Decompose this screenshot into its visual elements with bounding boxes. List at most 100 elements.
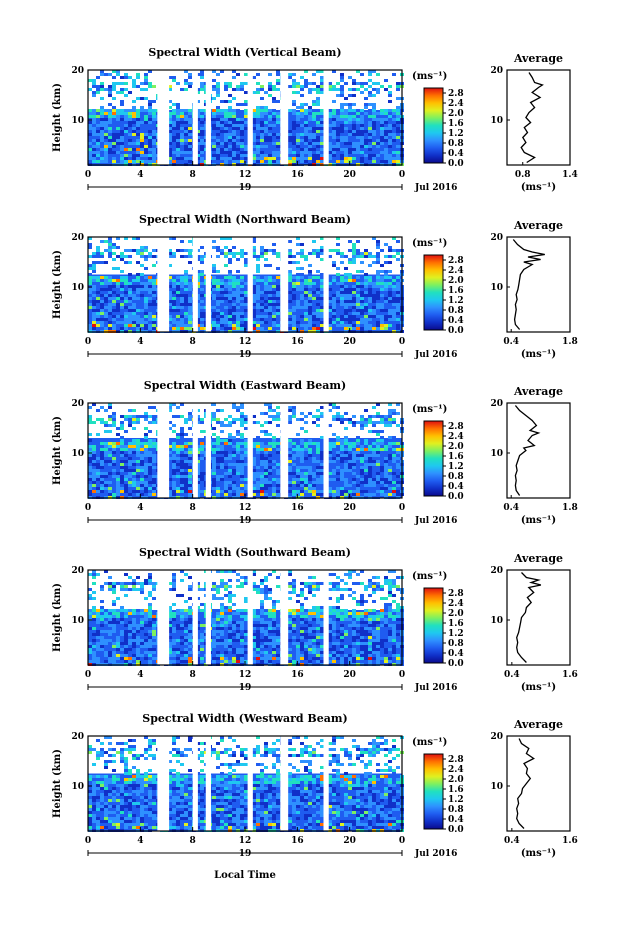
heatmap-cell [268,264,272,267]
heatmap-cell [216,321,220,324]
heatmap-cell [276,466,280,469]
heatmap-cell [200,448,204,451]
heatmap-cell [340,118,344,121]
heatmap-cell [300,481,304,484]
heatmap-cell [328,133,332,136]
heatmap-cell [224,139,228,142]
heatmap-cell [220,409,224,412]
heatmap-cell [300,124,304,127]
heatmap-cell [380,315,384,318]
heatmap-cell [340,91,344,94]
heatmap-cell [376,300,380,303]
heatmap-cell [172,303,176,306]
heatmap-cell [148,285,152,288]
heatmap-cell [312,109,316,112]
heatmap-cell [260,412,264,415]
heatmap-cell [188,109,192,112]
heatmap-cell [216,270,220,273]
heatmap-cell [380,139,384,142]
heatmap-cell [300,157,304,160]
heatmap-cell [396,288,400,291]
heatmap-cell [392,121,396,124]
heatmap-cell [304,312,308,315]
heatmap-cell [320,279,324,282]
heatmap-cell [228,481,232,484]
heatmap-cell [240,424,244,427]
heatmap-cell [220,493,224,496]
heatmap-cell [196,294,200,297]
heatmap-cell [172,415,176,418]
heatmap-cell [144,466,148,469]
average-unit: (ms⁻¹) [521,182,556,193]
heatmap-cell [232,291,236,294]
heatmap-cell [196,100,200,103]
heatmap-cell [216,106,220,109]
heatmap-cell [108,124,112,127]
heatmap-cell [136,457,140,460]
heatmap-cell [224,121,228,124]
heatmap-cell [372,130,376,133]
heatmap-cell [304,282,308,285]
heatmap-cell [320,318,324,321]
heatmap-cell [168,276,172,279]
heatmap-cell [120,478,124,481]
heatmap-cell [236,157,240,160]
heatmap-cell [272,327,276,330]
heatmap-cell [120,115,124,118]
heatmap-cell [328,282,332,285]
heatmap-cell [376,306,380,309]
heatmap-cell [104,424,108,427]
heatmap-cell [268,324,272,327]
heatmap-cell [236,258,240,261]
heatmap-cell [300,451,304,454]
heatmap-cell [124,151,128,154]
heatmap-cell [180,294,184,297]
heatmap-cell [244,151,248,154]
heatmap-cell [152,124,156,127]
heatmap-cell [120,91,124,94]
heatmap-cell [276,418,280,421]
heatmap-cell [124,300,128,303]
heatmap-cell [268,151,272,154]
heatmap-cell [176,115,180,118]
heatmap-cell [256,493,260,496]
heatmap-cell [396,82,400,85]
heatmap-cell [232,448,236,451]
heatmap-cell [236,270,240,273]
average-x-tick-label: 1.4 [562,170,578,180]
heatmap-cell [296,127,300,130]
heatmap-cell [380,309,384,312]
heatmap-cell [376,154,380,157]
heatmap-cell [120,112,124,115]
heatmap-cell [308,490,312,493]
heatmap-cell [268,415,272,418]
heatmap-cell [232,118,236,121]
heatmap-cell [104,318,108,321]
heatmap-cell [112,267,116,270]
heatmap-cell [144,306,148,309]
heatmap-cell [308,157,312,160]
heatmap-cell [228,415,232,418]
heatmap-cell [252,309,256,312]
heatmap-cell [92,151,96,154]
heatmap-cell [92,294,96,297]
heatmap-cell [292,460,296,463]
heatmap-cell [312,130,316,133]
heatmap-cell [188,85,192,88]
heatmap-cell [132,112,136,115]
heatmap-cell [316,118,320,121]
heatmap-cell [128,490,132,493]
heatmap-cell [260,318,264,321]
heatmap-cell [128,282,132,285]
heatmap-cell [176,463,180,466]
heatmap-cell [348,285,352,288]
heatmap-cell [112,276,116,279]
heatmap-cell [116,133,120,136]
heatmap-cell [336,297,340,300]
heatmap-cell [152,490,156,493]
heatmap-cell [312,252,316,255]
heatmap-cell [220,237,224,240]
heatmap-cell [360,112,364,115]
heatmap-cell [312,303,316,306]
heatmap-cell [252,487,256,490]
